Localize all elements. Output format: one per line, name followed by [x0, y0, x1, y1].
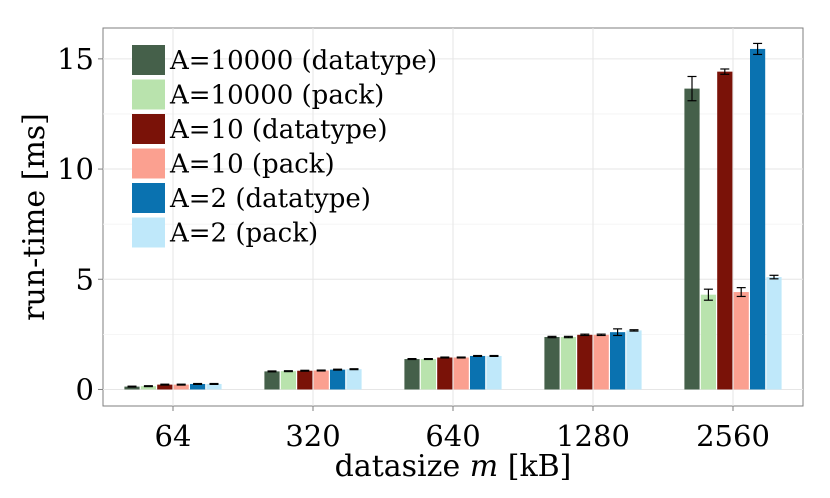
legend-swatch: [132, 45, 165, 75]
x-tick-label: 640: [425, 419, 480, 453]
bar-a-10-pack--2560: [733, 292, 749, 390]
bars-group: [124, 42, 782, 390]
legend-label: A=2 (datatype): [169, 184, 371, 214]
bar-a-10-pack--1280: [593, 334, 609, 390]
bar-a-10-datatype--64: [157, 384, 173, 390]
legend-swatch: [132, 217, 165, 248]
bar-a-10-pack--640: [453, 357, 469, 390]
bar-a-10000-datatype--64: [124, 386, 140, 390]
y-tick-label: 5: [76, 262, 94, 296]
y-tick-label: 15: [57, 42, 94, 76]
bar-a-10000-datatype--1280: [544, 337, 560, 390]
bar-a-2-datatype--640: [470, 355, 486, 390]
x-axis-label-variable: m: [470, 449, 498, 484]
legend: A=10000 (datatype) A=10000 (pack) A=10 (da…: [132, 45, 437, 249]
bar-a-2-pack--320: [346, 369, 362, 390]
x-tick-label: 1280: [556, 419, 630, 453]
bar-a-10000-pack--640: [420, 359, 436, 390]
x-axis-label-prefix: datasize: [335, 449, 470, 484]
bar-a-10000-pack--320: [280, 371, 296, 390]
x-tick-label: 320: [285, 419, 340, 453]
bar-a-10000-datatype--2560: [684, 88, 700, 390]
legend-label: A=10 (datatype): [169, 115, 387, 145]
bar-a-2-pack--640: [486, 355, 502, 390]
bar-a-2-datatype--64: [190, 383, 206, 390]
bar-a-10-datatype--320: [297, 370, 313, 390]
bar-a-10000-datatype--320: [264, 371, 280, 390]
bar-a-10-pack--320: [313, 370, 329, 390]
axes-group: 0 5 10 15 64 320 640 1280 2560: [57, 42, 770, 453]
y-tick-label: 10: [57, 152, 94, 186]
legend-swatch: [132, 183, 165, 213]
bar-a-10-pack--64: [173, 384, 189, 390]
legend-swatch: [132, 79, 165, 110]
legend-label: A=10000 (datatype): [169, 46, 437, 76]
bar-a-2-pack--2560: [766, 277, 782, 390]
legend-label: A=10 (pack): [169, 150, 335, 180]
y-axis-label: run-time [ms]: [17, 113, 52, 321]
bar-a-10000-pack--64: [140, 386, 156, 390]
bar-a-10-datatype--640: [437, 357, 453, 390]
bar-a-10000-pack--2560: [700, 294, 716, 390]
bar-a-10000-datatype--640: [404, 359, 420, 390]
x-tick-label: 64: [155, 419, 192, 453]
x-axis-label: datasize m [kB]: [335, 449, 572, 484]
bar-a-2-datatype--320: [330, 369, 346, 390]
bar-a-10-datatype--1280: [577, 334, 593, 390]
bar-a-2-datatype--1280: [610, 332, 626, 390]
bar-a-10000-pack--1280: [560, 337, 576, 390]
bar-a-2-pack--1280: [626, 330, 642, 390]
bar-a-10-datatype--2560: [717, 71, 733, 390]
x-axis-label-suffix: [kB]: [498, 449, 571, 484]
legend-swatch: [132, 114, 165, 144]
legend-label: A=10000 (pack): [169, 81, 384, 111]
x-tick-label: 2560: [696, 419, 770, 453]
bar-a-2-pack--64: [206, 383, 222, 390]
bar-a-2-datatype--2560: [750, 48, 766, 390]
legend-label: A=2 (pack): [169, 219, 318, 249]
legend-swatch: [132, 148, 165, 179]
y-tick-label: 0: [76, 372, 94, 406]
